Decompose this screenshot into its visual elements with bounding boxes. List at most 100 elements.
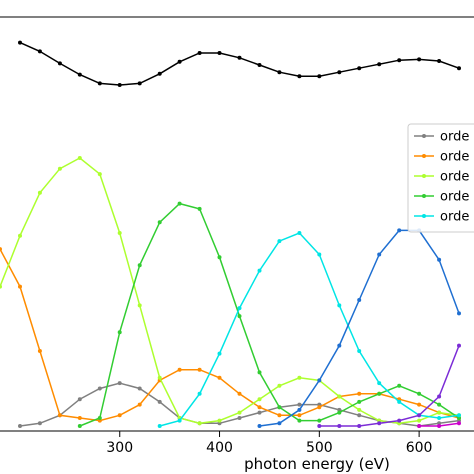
bottom-series-2-point	[117, 413, 122, 418]
bottom-series-3-point	[337, 394, 342, 399]
top-series-1-point	[397, 58, 402, 63]
legend-entry: orde	[414, 210, 469, 225]
bottom-series-5-point	[237, 306, 242, 311]
top-series-1-point	[177, 59, 182, 64]
legend-swatch-marker	[422, 194, 426, 198]
top-series-1-point	[237, 55, 242, 60]
bottom-series-7-point	[337, 424, 342, 428]
bottom-series-3-point	[117, 231, 122, 235]
x-ticks: 300 400 500 600	[106, 431, 432, 456]
bottom-series-6	[257, 228, 461, 428]
bottom-series-5-point	[397, 399, 402, 404]
top-series-1-point	[77, 72, 82, 77]
bottom-series-2-point	[197, 367, 202, 372]
bottom-series-5-point	[197, 391, 202, 396]
bottom-series-2-point	[317, 405, 322, 410]
top-series-1-point	[217, 51, 222, 55]
bottom-series-7-point	[457, 343, 461, 348]
top-series-1-point	[197, 51, 202, 55]
legend-swatch-marker	[422, 174, 426, 178]
bottom-series-2-point	[277, 413, 282, 418]
bottom-series-2-point	[357, 391, 362, 396]
bottom-series-2-point	[137, 402, 142, 407]
bottom-series-2-point	[297, 413, 302, 418]
bottom-series-3-point	[357, 407, 362, 412]
top-series-1-point	[18, 40, 22, 45]
top-series-1-point	[57, 61, 62, 66]
bottom-series-2-point	[18, 284, 22, 289]
top-series-1-point	[437, 59, 442, 63]
bottom-series-2-line	[0, 248, 460, 422]
x-tick-label: 400	[206, 440, 233, 456]
bottom-series-2-point	[217, 375, 222, 380]
bottom-series-7-point	[377, 421, 382, 426]
bottom-series-6-point	[377, 252, 382, 257]
bottom-series-3-point	[37, 190, 42, 195]
axes	[0, 16, 474, 432]
bottom-series-5-point	[157, 424, 162, 428]
bottom-series-1-point	[237, 416, 242, 420]
bottom-series-5	[157, 231, 461, 428]
legend-entry: orde	[414, 170, 469, 185]
bottom-series-1-point	[18, 424, 22, 428]
bottom-series-2-point	[417, 402, 422, 407]
bottom-series-5-point	[317, 252, 322, 257]
legend-swatch-marker	[422, 214, 426, 218]
bottom-series-2-point	[257, 405, 262, 410]
bottom-series-5-line	[159, 232, 460, 427]
bottom-series-6-point	[457, 311, 461, 316]
bottom-series-1-point	[257, 410, 262, 415]
bottom-series-1-point	[357, 413, 362, 418]
bottom-series-3-point	[77, 156, 82, 160]
bottom-series-8-point	[437, 424, 442, 428]
bottom-series-5-point	[277, 239, 282, 244]
bottom-series-3-point	[157, 375, 162, 380]
legend-swatch-marker	[422, 154, 426, 158]
bottom-series-4-point	[197, 206, 202, 211]
bottom-series-1-point	[117, 381, 122, 386]
bottom-series-6-point	[257, 424, 262, 428]
bottom-series-7-point	[437, 394, 442, 399]
bottom-series-4-point	[157, 220, 162, 225]
bottom-series-4-point	[337, 410, 342, 415]
x-tick-label: 500	[306, 440, 333, 456]
top-series-1-point	[97, 81, 102, 86]
bottom-series-1-point	[297, 402, 302, 407]
legend-entry: orde	[414, 150, 469, 165]
bottom-series-3-point	[217, 418, 222, 423]
bottom-series-3-point	[277, 383, 282, 388]
top-series-1-point	[117, 83, 122, 87]
bottom-series-3	[0, 156, 461, 426]
bottom-series-3-line	[0, 157, 460, 425]
bottom-series-2	[0, 247, 461, 423]
legend-entry: orde	[414, 130, 469, 145]
bottom-series-3-point	[437, 410, 442, 415]
bottom-series-3-point	[197, 421, 202, 426]
top-series-1-point	[137, 81, 142, 86]
x-axis-label: photon energy (eV)	[244, 455, 390, 473]
legend-swatch-marker	[422, 134, 426, 138]
bottom-series-3-point	[257, 397, 262, 402]
top-series-1-point	[257, 63, 262, 67]
bottom-series-4-line	[79, 202, 460, 427]
bottom-series-5-point	[257, 268, 262, 273]
bottom-series-4-point	[277, 405, 282, 410]
legend-label: orde	[440, 150, 469, 165]
top-series-1-line	[19, 41, 460, 86]
bottom-series-8	[417, 421, 461, 428]
x-tick-label: 600	[406, 440, 433, 456]
bottom-series-4-point	[217, 255, 222, 260]
bottom-series-4-point	[177, 201, 182, 206]
top-series-1-point	[317, 74, 322, 79]
top-series-1-point	[297, 74, 302, 79]
legend-frame	[407, 123, 474, 233]
bottom-series-2-point	[237, 391, 242, 396]
bottom-series-4-point	[77, 424, 82, 428]
bottom-series-4-point	[97, 416, 102, 420]
bottom-series-6-point	[277, 421, 282, 426]
bottom-series-3-point	[97, 172, 102, 177]
bottom-series-4-point	[317, 418, 322, 423]
bottom-series-8-point	[457, 421, 461, 426]
bottom-series-1-point	[97, 386, 102, 391]
